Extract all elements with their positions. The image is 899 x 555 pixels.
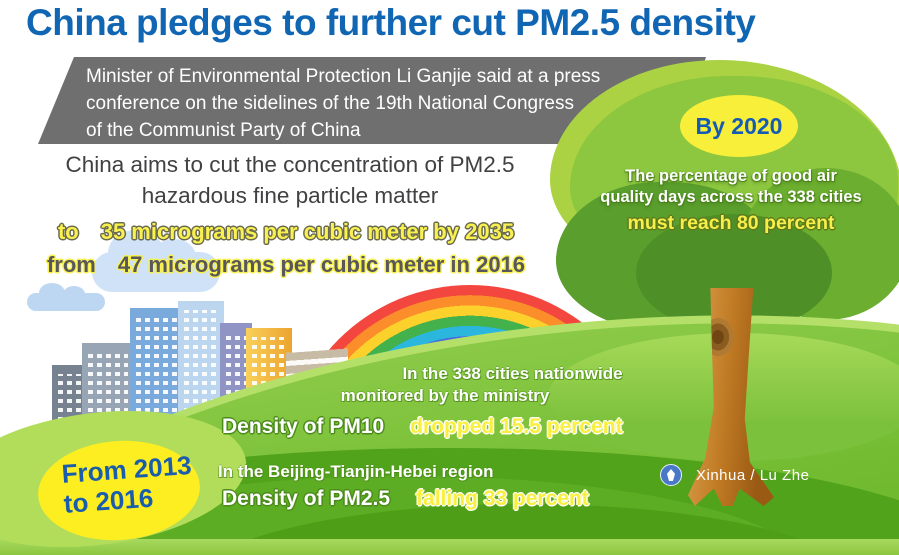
pm25-stat-row: Density of PM2.5 falling 33 percent (222, 487, 589, 511)
goal-line: The percentage of good air (625, 167, 837, 185)
banner-line: Minister of Environmental Protection Li … (86, 66, 601, 87)
baseline-2016-line: from 47 micrograms per cubic meter in 201… (8, 252, 564, 278)
banner-line: of the Communist Party of China (86, 119, 361, 141)
pm10-change-value: dropped 15.5 percent (410, 415, 623, 438)
bth-region-context: In the Beijing-Tianjin-Hebei region (218, 462, 494, 481)
target-prefix: to (57, 219, 79, 244)
nationwide-context-line: In the 338 cities nationwide (402, 364, 623, 383)
target-value: 35 micrograms per cubic meter by 2035 (100, 219, 515, 244)
nationwide-context-line: monitored by the ministry (340, 386, 550, 405)
badge-label: By 2020 (695, 112, 783, 139)
ground-strip (0, 539, 899, 555)
target-value: 47 micrograms per cubic meter in 2016 (117, 252, 526, 277)
statement-line: hazardous fine particle matter (141, 183, 439, 209)
pm25-change-value: falling 33 percent (416, 487, 589, 510)
air-quality-goal-text: The percentage of good air quality days … (576, 166, 886, 208)
banner-line: conference on the sidelines of the 19th … (86, 92, 574, 114)
credit-text: Xinhua / Lu Zhe (696, 466, 810, 484)
xinhua-logo-glyph (667, 469, 675, 481)
target-2035-line: to 35 micrograms per cubic meter by 2035 (8, 219, 564, 245)
target-prefix: from (46, 252, 96, 277)
credit: Xinhua / Lu Zhe (660, 464, 809, 486)
goal-line: quality days across the 338 cities (600, 188, 862, 207)
pm10-metric-label: Density of PM10 (222, 415, 385, 438)
cloud-icon (92, 230, 220, 292)
by-2020-badge: By 2020 (680, 95, 798, 157)
cloud-icon (27, 283, 105, 311)
pm10-stat-row: Density of PM10 dropped 15.5 percent (222, 415, 623, 439)
statement-line: China aims to cut the concentration of P… (65, 152, 515, 177)
goal-highlight: must reach 80 percent (627, 212, 835, 234)
pm25-statement: China aims to cut the concentration of P… (14, 149, 566, 211)
xinhua-logo-icon (660, 464, 682, 486)
pm25-metric-label: Density of PM2.5 (222, 487, 391, 510)
page-title: China pledges to further cut PM2.5 densi… (26, 2, 756, 43)
